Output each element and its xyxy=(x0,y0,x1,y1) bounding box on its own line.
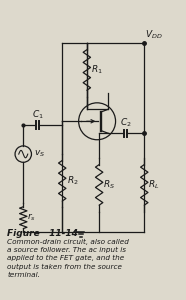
Text: $r_s$: $r_s$ xyxy=(27,212,36,224)
Text: $v_S$: $v_S$ xyxy=(34,149,45,159)
Text: $R_S$: $R_S$ xyxy=(103,178,115,191)
Text: $V_{DD}$: $V_{DD}$ xyxy=(145,29,163,41)
Text: Common-drain circuit, also called
a source follower. The ac input is
applied to : Common-drain circuit, also called a sour… xyxy=(7,238,129,278)
Text: Figure   11-14: Figure 11-14 xyxy=(7,230,78,238)
Text: $R_2$: $R_2$ xyxy=(67,175,78,187)
Text: $C_1$: $C_1$ xyxy=(32,108,44,121)
Text: $R_1$: $R_1$ xyxy=(91,64,103,76)
Text: $C_2$: $C_2$ xyxy=(120,116,132,129)
Text: $R_L$: $R_L$ xyxy=(148,178,160,191)
